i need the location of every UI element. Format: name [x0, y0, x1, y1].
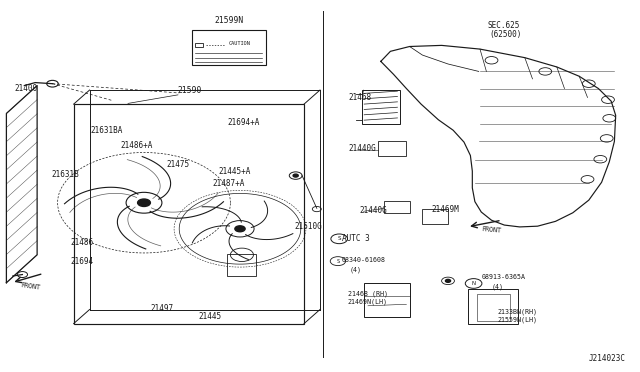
Text: J214023C: J214023C	[589, 354, 626, 363]
Text: 21590: 21590	[178, 86, 202, 95]
Circle shape	[582, 80, 595, 87]
Bar	[195, 43, 203, 47]
Circle shape	[600, 135, 613, 142]
Bar	[468, 289, 518, 324]
Text: FRONT: FRONT	[481, 226, 502, 234]
Text: S: S	[337, 236, 341, 241]
Text: SEC.625: SEC.625	[488, 21, 520, 30]
Text: 21468: 21468	[348, 93, 371, 102]
Bar	[74, 104, 304, 324]
Circle shape	[594, 155, 607, 163]
Circle shape	[445, 279, 451, 282]
Text: N: N	[472, 281, 476, 286]
Text: FRONT: FRONT	[20, 282, 41, 291]
Text: 21487+A: 21487+A	[212, 179, 245, 188]
Text: 21694: 21694	[70, 257, 93, 266]
Circle shape	[539, 68, 552, 75]
Text: S: S	[337, 259, 339, 264]
Text: 21445+A: 21445+A	[219, 167, 252, 176]
Bar	[384, 201, 410, 213]
Text: 21469M: 21469M	[431, 205, 459, 214]
Text: 21400: 21400	[14, 84, 37, 93]
Text: 08913-6365A: 08913-6365A	[481, 274, 525, 280]
Circle shape	[293, 174, 298, 177]
Circle shape	[235, 226, 245, 232]
Text: CAUTION: CAUTION	[229, 41, 251, 46]
Bar	[422, 209, 448, 224]
Circle shape	[138, 199, 150, 206]
Text: AUTC 3: AUTC 3	[342, 234, 370, 243]
Text: 21631BA: 21631BA	[91, 126, 124, 135]
Circle shape	[581, 176, 594, 183]
Text: 21510G: 21510G	[294, 222, 322, 231]
Text: 21468 (RH): 21468 (RH)	[348, 291, 388, 297]
Text: 21486: 21486	[70, 238, 93, 247]
Text: 21559N(LH): 21559N(LH)	[498, 317, 538, 323]
Bar	[192, 30, 266, 65]
Bar	[378, 141, 406, 156]
Text: 2133BN(RH): 2133BN(RH)	[498, 308, 538, 315]
Text: 21440G: 21440G	[348, 144, 376, 153]
Text: 21440G: 21440G	[360, 206, 387, 215]
Text: (4): (4)	[492, 283, 504, 290]
Bar	[362, 90, 400, 124]
Bar	[477, 294, 510, 321]
Bar	[227, 254, 256, 276]
Circle shape	[603, 115, 616, 122]
Text: (62500): (62500)	[490, 30, 522, 39]
Text: 21599N: 21599N	[214, 16, 243, 25]
Text: 21475: 21475	[166, 160, 189, 169]
Text: 21486+A: 21486+A	[120, 141, 153, 150]
Text: 21631B: 21631B	[51, 170, 79, 179]
Text: (4): (4)	[350, 266, 362, 273]
Bar	[364, 283, 410, 317]
Text: 21469N(LH): 21469N(LH)	[348, 299, 388, 305]
Circle shape	[485, 57, 498, 64]
Text: 21694+A: 21694+A	[228, 118, 260, 126]
Circle shape	[602, 96, 614, 103]
Text: 21445: 21445	[198, 312, 221, 321]
Text: 21497: 21497	[150, 304, 173, 312]
Text: 08340-61608: 08340-61608	[342, 257, 386, 263]
